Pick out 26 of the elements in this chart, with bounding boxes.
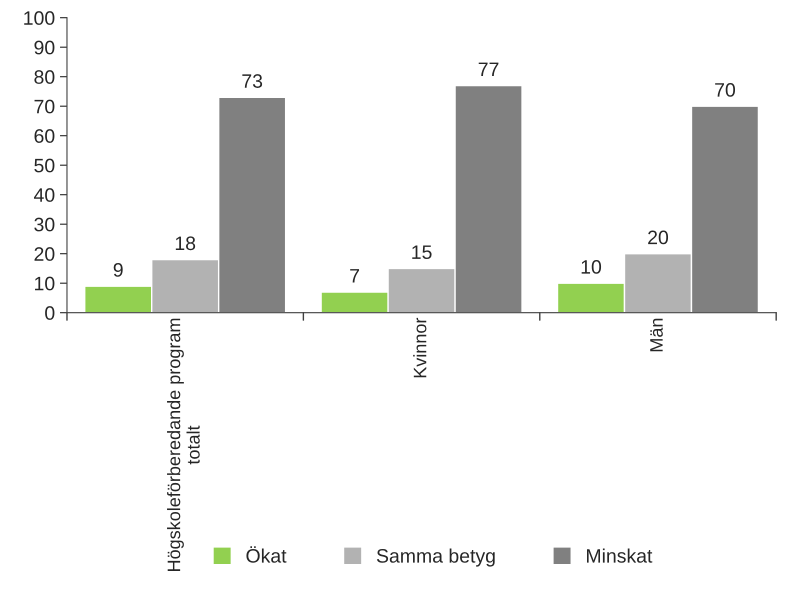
y-tick-label: 70 — [34, 100, 54, 114]
data-label: 18 — [176, 236, 196, 250]
y-tick-label: 0 — [45, 306, 54, 320]
data-label: 7 — [350, 269, 360, 282]
y-tick-label: 20 — [34, 247, 54, 261]
legend-label: Ökat — [246, 546, 286, 563]
x-tick-label: Högskoleförberedande program totalt — [167, 318, 200, 571]
y-tick-label: 50 — [34, 158, 54, 172]
data-label: 15 — [412, 245, 432, 260]
y-tick-label: 40 — [34, 188, 54, 202]
data-label: 9 — [114, 262, 123, 277]
legend-label: Samma betyg — [376, 548, 495, 567]
x-tick-label: Kvinnor — [413, 318, 426, 378]
x-tick-label: Män — [650, 318, 663, 352]
y-tick-label: 10 — [35, 276, 54, 290]
data-label: 73 — [242, 74, 262, 88]
data-label: 70 — [715, 83, 736, 97]
data-label: 10 — [582, 260, 602, 274]
data-label: 77 — [478, 62, 498, 76]
y-tick-label: 30 — [34, 218, 54, 232]
y-tick-label: 80 — [34, 70, 54, 84]
legend-label: Minskat — [587, 548, 652, 563]
y-tick-label: 90 — [34, 40, 54, 54]
y-tick-label: 100 — [24, 11, 54, 25]
data-label: 20 — [648, 230, 668, 244]
y-tick-label: 60 — [34, 129, 54, 143]
